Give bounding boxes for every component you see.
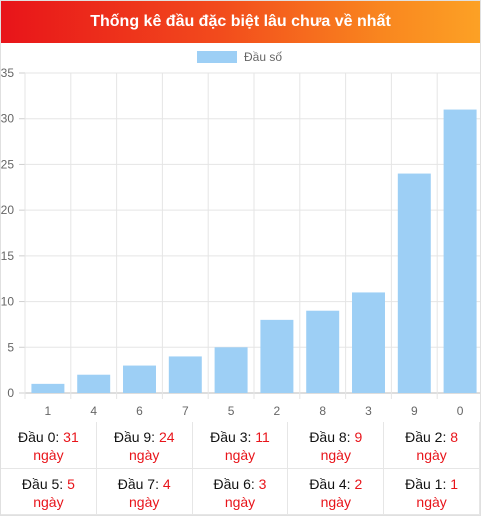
stat-unit: ngày bbox=[129, 447, 160, 463]
bar bbox=[168, 356, 202, 393]
stats-grid: Đầu 0: 31 ngày Đầu 9: 24 ngày Đầu 3: 11 ngày Đ… bbox=[1, 422, 480, 515]
stat-value: 2 bbox=[354, 475, 363, 492]
legend-label: Đầu số bbox=[244, 50, 282, 64]
x-tick-label: 8 bbox=[319, 404, 326, 418]
stat-label: Đầu 7: bbox=[117, 475, 163, 492]
stat-label: Đầu 4: bbox=[309, 475, 355, 492]
chart-title: Thống kê đầu đặc biệt lâu chưa về nhất bbox=[90, 13, 391, 30]
stat-label: Đầu 3: bbox=[210, 429, 256, 445]
stat-unit: ngày bbox=[320, 447, 351, 463]
stat-cell: Đầu 3: 11 ngày bbox=[192, 422, 289, 469]
y-tick-label: 30 bbox=[1, 112, 14, 126]
stat-label: Đầu 6: bbox=[213, 475, 259, 492]
bar bbox=[397, 173, 431, 393]
stat-value: 11 bbox=[255, 429, 270, 445]
bar bbox=[31, 383, 65, 393]
y-tick-label: 35 bbox=[1, 66, 14, 80]
bar bbox=[123, 365, 156, 393]
x-tick-label: 5 bbox=[228, 404, 235, 418]
stat-cell: Đầu 1: 1 ngày bbox=[384, 468, 480, 515]
y-tick-label: 20 bbox=[1, 203, 14, 217]
x-tick-label: 3 bbox=[365, 404, 372, 418]
chart-header: Thống kê đầu đặc biệt lâu chưa về nhất bbox=[1, 1, 480, 43]
stat-value: 31 bbox=[63, 429, 79, 445]
x-tick-label: 1 bbox=[45, 404, 52, 418]
x-tick-label: 6 bbox=[136, 404, 143, 418]
y-tick-label: 5 bbox=[7, 340, 14, 354]
stat-unit: ngày bbox=[416, 493, 447, 510]
stat-cell: Đầu 2: 8 ngày bbox=[384, 422, 480, 469]
stat-unit: ngày bbox=[320, 493, 351, 510]
stat-unit: ngày bbox=[224, 493, 256, 510]
bar bbox=[260, 319, 294, 393]
stat-cell: Đầu 8: 9 ngày bbox=[288, 422, 385, 469]
x-tick-label: 0 bbox=[457, 404, 464, 418]
stat-label: Đầu 1: bbox=[405, 475, 451, 492]
bar-chart: Đầu số 0 5 10 15 20 25 30 35 1 4 6 7 5 2 8 3 9 0 bbox=[1, 50, 480, 418]
stat-cell: Đầu 4: 2 ngày bbox=[288, 468, 385, 515]
stat-label: Đầu 9: bbox=[113, 429, 159, 445]
stat-unit: ngày bbox=[224, 447, 256, 463]
stat-unit: ngày bbox=[33, 493, 64, 510]
stat-cell: Đầu 9: 24 ngày bbox=[96, 422, 193, 469]
stat-value: 3 bbox=[258, 475, 267, 492]
x-tick-label: 2 bbox=[274, 404, 281, 418]
stat-unit: ngày bbox=[416, 447, 447, 463]
stat-value: 24 bbox=[158, 429, 175, 445]
legend-swatch bbox=[197, 51, 237, 63]
bar bbox=[77, 374, 111, 393]
stat-value: 9 bbox=[354, 429, 363, 445]
stat-value: 1 bbox=[450, 475, 459, 492]
stat-unit: ngày bbox=[129, 493, 160, 510]
bar bbox=[352, 292, 385, 393]
stat-label: Đầu 5: bbox=[21, 475, 68, 492]
stat-value: 8 bbox=[450, 429, 459, 445]
stat-value: 5 bbox=[67, 475, 75, 492]
stat-cell: Đầu 7: 4 ngày bbox=[96, 468, 193, 515]
bar bbox=[306, 310, 340, 393]
bar bbox=[214, 347, 248, 393]
x-tick-label: 4 bbox=[90, 404, 97, 418]
stat-label: Đầu 0: bbox=[18, 429, 64, 445]
stat-label: Đầu 2: bbox=[405, 429, 451, 445]
stat-cell: Đầu 5: 5 ngày bbox=[1, 468, 97, 515]
y-tick-label: 0 bbox=[7, 386, 14, 400]
y-tick-label: 25 bbox=[1, 157, 14, 171]
stat-cell: Đầu 0: 31 ngày bbox=[1, 422, 97, 469]
y-tick-label: 10 bbox=[1, 295, 14, 309]
y-tick-label: 15 bbox=[1, 249, 14, 263]
stat-value: 4 bbox=[162, 475, 171, 492]
bar bbox=[443, 109, 477, 394]
x-tick-label: 7 bbox=[182, 404, 189, 418]
stat-cell: Đầu 6: 3 ngày bbox=[192, 468, 289, 515]
stat-label: Đầu 8: bbox=[309, 429, 355, 445]
x-tick-label: 9 bbox=[411, 404, 418, 418]
stat-unit: ngày bbox=[33, 447, 64, 463]
